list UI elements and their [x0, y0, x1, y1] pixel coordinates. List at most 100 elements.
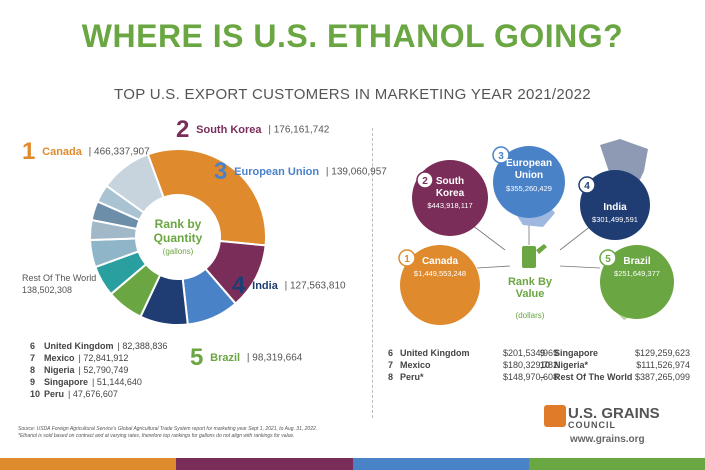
- donut-slice-singapore: [90, 200, 141, 231]
- source-footnote: Source: USDA Foreign Agricultural Servic…: [18, 426, 317, 440]
- rank-number-3: 3: [498, 151, 504, 162]
- logo-name: U.S. GRAINS: [568, 405, 660, 422]
- value-table-rank: 9: [540, 348, 546, 358]
- india-map-icon: [600, 139, 648, 201]
- qty-rest-value: 138,502,308: [22, 285, 73, 295]
- qty-rank-1: 1 Canada | 466,337,907: [22, 138, 150, 166]
- qty-rank-4: 4 India | 127,563,810: [232, 272, 346, 300]
- qty-rest-of-world: Rest Of The World 138,502,308: [22, 272, 96, 296]
- value-table-rank: 6: [388, 348, 394, 358]
- canada-map-icon: [410, 279, 470, 309]
- qty-rank-1-number: 1: [22, 138, 36, 165]
- qty-rest-label: Rest Of The World: [22, 273, 97, 283]
- qty-lower-row: 7 Mexico | 72,841,912: [30, 352, 167, 364]
- value-table-name: Mexico: [400, 360, 431, 370]
- qty-rank-2-name: South Korea: [196, 124, 262, 136]
- qty-rank-2-number: 2: [176, 116, 190, 143]
- bottom-color-bar: [0, 458, 705, 470]
- value-table-name: Rest Of The World: [554, 372, 633, 382]
- bubble-canada-name1: Canada: [422, 256, 459, 267]
- qty-rank-3: 3 European Union | 139,060,957: [214, 158, 387, 186]
- value-table-value: $148,970,608: [502, 372, 558, 382]
- rank-number-1: 1: [404, 254, 410, 265]
- europe-map-icon: [510, 197, 555, 227]
- qty-lower-value: | 72,841,912: [78, 353, 129, 363]
- qty-lower-name: Singapore: [44, 377, 89, 387]
- value-table-name: Singapore: [554, 348, 599, 358]
- page-title: WHERE IS U.S. ETHANOL GOING?: [81, 18, 624, 54]
- rank-circle-3: [492, 146, 510, 164]
- value-table-value: $111,526,974: [636, 360, 690, 370]
- bottom-bar-segment: [176, 458, 353, 470]
- qty-lower-rank: 8: [30, 365, 36, 375]
- value-center-line2: Value: [516, 288, 545, 300]
- value-table-name: Nigeria*: [554, 360, 589, 370]
- bubble-india-name1: India: [603, 202, 627, 213]
- bottom-bar-segment: [352, 458, 529, 470]
- value-table-row: 7 Mexico $180,329,782: [388, 359, 558, 371]
- bubble-european-union: [493, 146, 565, 218]
- qty-rank-3-number: 3: [214, 158, 228, 185]
- qty-lower-row: 8 Nigeria | 52,790,749: [30, 364, 167, 376]
- value-table-rank: 8: [388, 372, 394, 382]
- bubble-canada: [400, 245, 480, 325]
- qty-rank-5-name: Brazil: [210, 352, 241, 364]
- value-center-line1: Rank By: [508, 276, 553, 288]
- qty-rank-1-value: | 466,337,907: [88, 146, 150, 158]
- value-table-row: – Rest Of The World $387,265,099: [540, 371, 690, 383]
- rank-number-2: 2: [422, 176, 428, 187]
- bubble-south-korea: [412, 160, 488, 236]
- rank-number-5: 5: [605, 254, 611, 265]
- page-subtitle: TOP U.S. EXPORT CUSTOMERS IN MARKETING Y…: [114, 86, 591, 103]
- south-korea-map-icon: [460, 199, 480, 229]
- rank-number-4: 4: [584, 181, 590, 192]
- brazil-map-icon: [606, 276, 650, 320]
- donut-center-line3: (gallons): [163, 247, 194, 256]
- bubble-india-value: $301,499,591: [592, 215, 638, 224]
- donut-slice-nigeria: [89, 218, 138, 242]
- donut-slice-mexico: [89, 237, 140, 269]
- value-table-value: $180,329,782: [502, 360, 558, 370]
- donut-slice-european-union: [181, 267, 237, 326]
- qty-lower-name: Nigeria: [44, 365, 75, 375]
- value-table-row: 10 Nigeria* $111,526,974: [540, 359, 690, 371]
- bubble-canada-value: $1,449,553,248: [414, 269, 466, 278]
- donut-slice-india: [139, 273, 189, 326]
- qty-lower-rank: 9: [30, 377, 36, 387]
- value-table-row: 6 United Kingdom $201,534,969: [388, 347, 558, 359]
- bubble-brazil-name1: Brazil: [623, 256, 650, 267]
- qty-rank-1-name: Canada: [42, 146, 82, 158]
- value-table-rank: 10: [540, 360, 551, 370]
- qty-rank-3-value: | 139,060,957: [325, 166, 387, 178]
- qty-lower-value: | 51,144,640: [92, 377, 142, 387]
- qty-rank-2: 2 South Korea | 176,161,742: [176, 116, 329, 144]
- value-table-name: United Kingdom: [400, 348, 470, 358]
- footnote-line1: Source: USDA Foreign Agricultural Servic…: [18, 426, 318, 432]
- grains-council-logo-icon: [544, 405, 566, 427]
- logo-subtitle: COUNCIL: [568, 420, 616, 430]
- bubble-eu-name1: European: [506, 158, 552, 169]
- footnote-line2: *Ethanol is sold based on contract and a…: [18, 433, 295, 439]
- qty-rank-5-value: | 98,319,664: [246, 352, 303, 364]
- qty-lower-rank: 6: [30, 341, 36, 351]
- qty-rank-2-value: | 176,161,742: [268, 124, 330, 136]
- fuel-nozzle-icon: [522, 244, 547, 268]
- qty-lower-row: 6 United Kingdom | 82,388,836: [30, 340, 167, 352]
- bubble-south-korea-value: $443,918,117: [427, 201, 472, 210]
- value-table-rank: 7: [388, 360, 394, 370]
- qty-lower-rank: 10: [30, 389, 41, 399]
- value-table-rank: –: [540, 372, 546, 382]
- qty-rank-4-number: 4: [232, 272, 246, 299]
- qty-rank-4-value: | 127,563,810: [284, 280, 346, 292]
- value-table-name: Peru*: [400, 372, 424, 382]
- qty-lower-row: 10 Peru | 47,676,607: [30, 388, 167, 400]
- qty-lower-row: 9 Singapore | 51,144,640: [30, 376, 167, 388]
- value-table-right: 9 Singapore $129,259,623 10 Nigeria* $111,52…: [540, 347, 690, 383]
- qty-lower-value: | 52,790,749: [78, 365, 129, 375]
- rank-circle-1: [398, 249, 416, 267]
- value-table-value: $201,534,969: [502, 348, 558, 358]
- qty-lower-name: Peru: [44, 389, 65, 399]
- bubble-india: [580, 170, 650, 240]
- qty-lower-value: | 82,388,836: [117, 341, 168, 351]
- bottom-bar-segment: [528, 458, 705, 470]
